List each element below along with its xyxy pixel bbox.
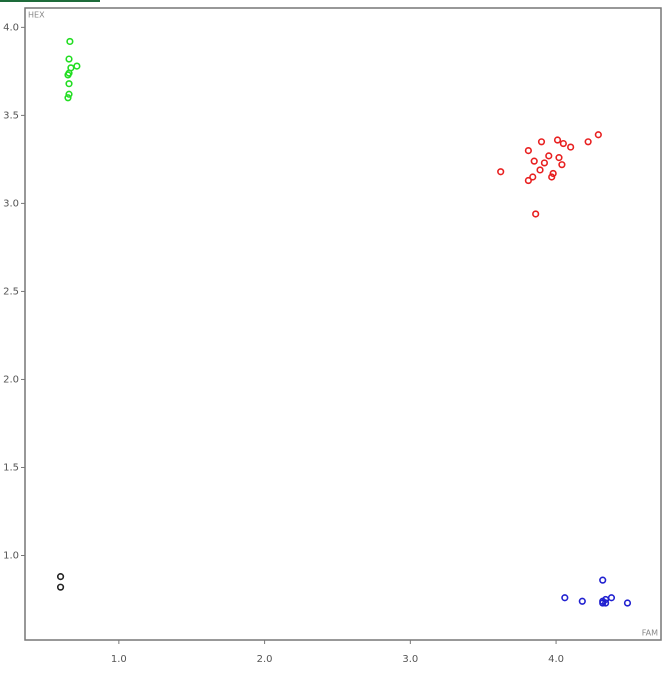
point: [65, 55, 73, 63]
x-tick-label: 4.0: [548, 654, 564, 665]
point: [537, 138, 546, 146]
point: [545, 152, 553, 160]
point: [599, 599, 607, 607]
point: [56, 583, 65, 591]
y-tick-label: 2.0: [3, 374, 19, 385]
point: [64, 94, 72, 102]
point: [536, 166, 544, 174]
point: [524, 176, 532, 185]
y-axis-title: HEX: [28, 11, 45, 20]
x-tick-label: 3.0: [402, 654, 418, 665]
point: [530, 157, 538, 165]
point: [532, 210, 540, 218]
point: [555, 154, 563, 162]
point: [607, 594, 616, 602]
point: [623, 599, 632, 607]
point: [540, 159, 549, 167]
point: [73, 62, 81, 70]
point: [578, 597, 586, 605]
y-tick-label: 1.5: [3, 462, 19, 473]
point: [64, 71, 72, 79]
x-tick-label: 1.0: [111, 654, 127, 665]
point: [524, 146, 532, 155]
point: [599, 576, 607, 584]
top-bar: [0, 0, 100, 2]
point: [559, 139, 567, 148]
point: [56, 573, 65, 581]
point: [65, 80, 73, 88]
point: [584, 138, 592, 146]
point: [548, 173, 556, 181]
point: [567, 143, 575, 151]
point: [561, 594, 569, 602]
y-tick-label: 2.5: [3, 286, 19, 297]
y-tick-label: 4.0: [3, 22, 19, 33]
point: [602, 599, 610, 607]
point: [65, 90, 73, 98]
point: [558, 161, 566, 169]
point: [553, 136, 562, 144]
point: [529, 173, 537, 181]
y-tick-label: 1.0: [3, 550, 19, 561]
point: [497, 168, 505, 176]
point: [549, 169, 557, 178]
x-axis-title: FAM: [642, 629, 658, 638]
y-tick-label: 3.0: [3, 198, 19, 209]
plot-frame: [24, 7, 662, 641]
point: [594, 131, 602, 139]
x-tick-label: 2.0: [257, 654, 273, 665]
y-tick-label: 3.5: [3, 110, 19, 121]
point: [66, 37, 74, 46]
